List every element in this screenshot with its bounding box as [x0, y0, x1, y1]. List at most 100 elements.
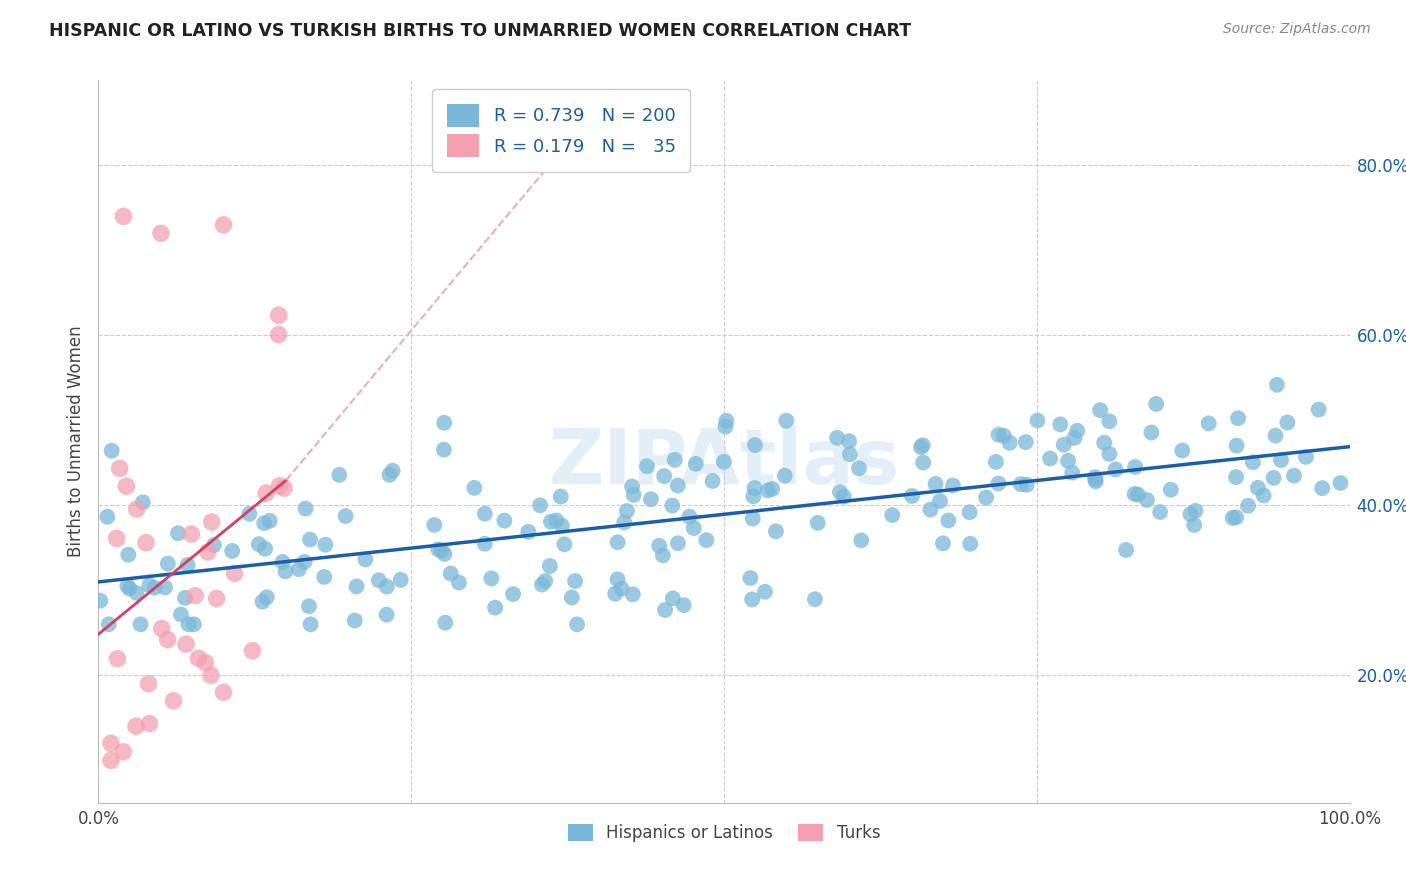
Point — [1104, 462, 1126, 476]
Point — [294, 501, 316, 516]
Point — [695, 533, 717, 548]
Point — [529, 498, 551, 512]
Point — [666, 478, 689, 492]
Point — [651, 549, 673, 563]
Point — [267, 327, 290, 342]
Point — [761, 482, 783, 496]
Point — [534, 574, 557, 588]
Point — [636, 459, 658, 474]
Point — [1057, 454, 1080, 468]
Point — [848, 461, 870, 475]
Point — [550, 490, 572, 504]
Point — [702, 474, 724, 488]
Point — [1039, 451, 1062, 466]
Point — [561, 591, 583, 605]
Point — [170, 607, 193, 622]
Point — [135, 535, 157, 549]
Point — [97, 617, 120, 632]
Point — [433, 442, 456, 457]
Point — [259, 514, 281, 528]
Point — [205, 591, 228, 606]
Point — [1182, 518, 1205, 533]
Point — [605, 587, 627, 601]
Point — [565, 617, 588, 632]
Point — [118, 582, 141, 596]
Point — [252, 595, 274, 609]
Point — [1184, 504, 1206, 518]
Point — [741, 592, 763, 607]
Point — [176, 558, 198, 572]
Point — [1241, 455, 1264, 469]
Point — [269, 479, 291, 493]
Point — [661, 499, 683, 513]
Point — [551, 518, 574, 533]
Point — [288, 562, 311, 576]
Point — [974, 491, 997, 505]
Point — [298, 533, 321, 547]
Point — [354, 552, 377, 566]
Point — [112, 209, 135, 223]
Point — [100, 443, 122, 458]
Point — [1226, 439, 1249, 453]
Point — [807, 516, 830, 530]
Point — [430, 543, 453, 558]
Point — [1265, 377, 1288, 392]
Point — [271, 555, 294, 569]
Point — [440, 566, 463, 581]
Point — [194, 656, 217, 670]
Point — [117, 579, 139, 593]
Point — [167, 526, 190, 541]
Point — [1126, 487, 1149, 501]
Point — [775, 414, 797, 428]
Point — [434, 615, 457, 630]
Point — [838, 434, 860, 449]
Y-axis label: Births to Unmarried Women: Births to Unmarried Women — [66, 326, 84, 558]
Point — [138, 716, 160, 731]
Point — [682, 521, 704, 535]
Point — [756, 483, 779, 498]
Point — [1282, 468, 1305, 483]
Point — [1088, 403, 1111, 417]
Point — [375, 580, 398, 594]
Point — [666, 536, 689, 550]
Point — [714, 419, 737, 434]
Point — [1144, 397, 1167, 411]
Point — [1015, 477, 1038, 491]
Point — [924, 477, 946, 491]
Point — [959, 537, 981, 551]
Point — [1062, 466, 1084, 480]
Point — [1098, 414, 1121, 428]
Point — [184, 589, 207, 603]
Point — [224, 566, 246, 581]
Point — [314, 538, 336, 552]
Point — [754, 584, 776, 599]
Text: Source: ZipAtlas.com: Source: ZipAtlas.com — [1223, 22, 1371, 37]
Point — [531, 577, 554, 591]
Point — [433, 416, 456, 430]
Point — [1084, 470, 1107, 484]
Point — [1123, 459, 1146, 474]
Point — [247, 537, 270, 551]
Point — [621, 587, 644, 601]
Point — [1253, 488, 1275, 502]
Point — [1053, 438, 1076, 452]
Point — [1015, 435, 1038, 450]
Point — [664, 453, 686, 467]
Point — [901, 489, 924, 503]
Point — [423, 518, 446, 533]
Point — [1247, 481, 1270, 495]
Point — [959, 505, 981, 519]
Point — [1026, 414, 1049, 428]
Point — [378, 467, 401, 482]
Point — [1098, 447, 1121, 461]
Point — [1222, 511, 1244, 525]
Point — [942, 478, 965, 492]
Point — [744, 438, 766, 452]
Point — [294, 555, 316, 569]
Point — [540, 515, 562, 529]
Point — [606, 535, 628, 549]
Point — [1049, 417, 1071, 432]
Point — [156, 557, 179, 571]
Point — [1270, 453, 1292, 467]
Point — [998, 435, 1021, 450]
